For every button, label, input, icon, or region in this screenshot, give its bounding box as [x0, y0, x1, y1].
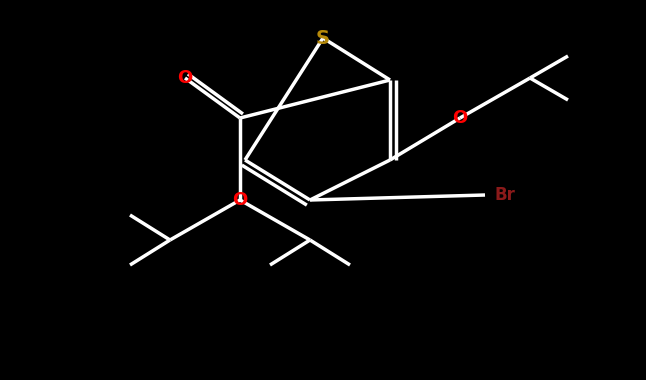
Text: O: O [233, 191, 247, 209]
Text: O: O [452, 109, 468, 127]
Text: S: S [316, 28, 330, 48]
Text: O: O [178, 69, 193, 87]
Text: Br: Br [495, 186, 516, 204]
